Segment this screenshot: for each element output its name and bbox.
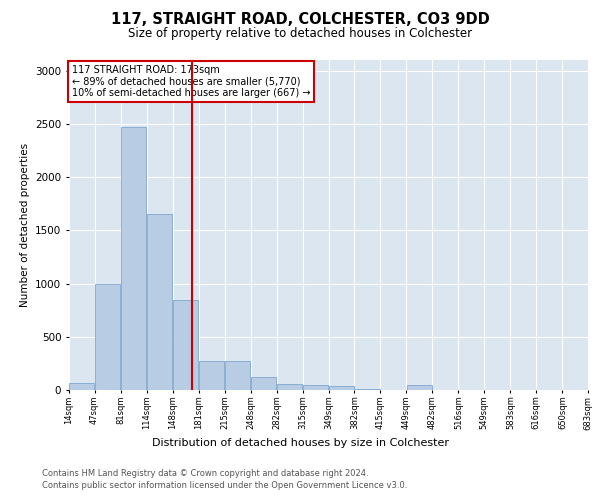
Bar [355,389,380,390]
Bar [70,382,94,390]
Text: 117, STRAIGHT ROAD, COLCHESTER, CO3 9DD: 117, STRAIGHT ROAD, COLCHESTER, CO3 9DD [110,12,490,28]
Bar [303,384,328,390]
Bar [277,384,302,390]
Bar [199,362,224,390]
Bar [147,214,172,390]
Bar [407,385,432,390]
Bar [95,284,120,390]
Text: Distribution of detached houses by size in Colchester: Distribution of detached houses by size … [151,438,449,448]
Bar [121,127,146,390]
Bar [329,386,354,390]
Bar [173,300,198,390]
Bar [225,362,250,390]
Text: 117 STRAIGHT ROAD: 173sqm
← 89% of detached houses are smaller (5,770)
10% of se: 117 STRAIGHT ROAD: 173sqm ← 89% of detac… [71,65,310,98]
Text: Contains HM Land Registry data © Crown copyright and database right 2024.: Contains HM Land Registry data © Crown c… [42,469,368,478]
Y-axis label: Number of detached properties: Number of detached properties [20,143,29,307]
Text: Size of property relative to detached houses in Colchester: Size of property relative to detached ho… [128,28,472,40]
Bar [251,377,276,390]
Text: Contains public sector information licensed under the Open Government Licence v3: Contains public sector information licen… [42,481,407,490]
